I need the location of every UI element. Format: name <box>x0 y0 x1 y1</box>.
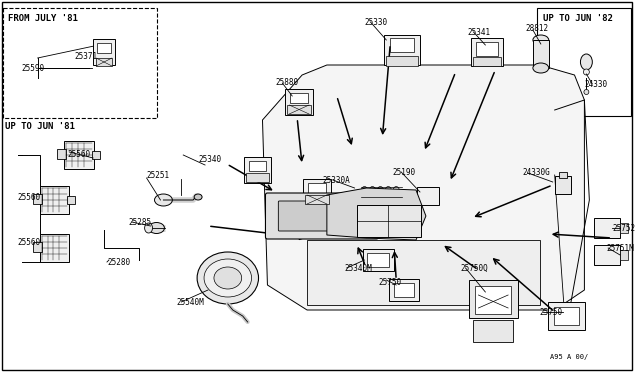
Bar <box>533 40 548 68</box>
Bar <box>96 58 112 66</box>
Ellipse shape <box>385 186 392 198</box>
Bar <box>555 176 570 194</box>
Text: 25330: 25330 <box>365 18 388 27</box>
Polygon shape <box>327 188 426 240</box>
Bar <box>474 57 501 66</box>
Bar <box>356 205 421 237</box>
Ellipse shape <box>197 252 259 304</box>
Bar <box>620 250 628 260</box>
Bar <box>285 89 313 115</box>
Ellipse shape <box>214 267 242 289</box>
Bar <box>40 186 69 214</box>
Bar <box>248 161 266 171</box>
Text: 25540M: 25540M <box>176 298 204 307</box>
Bar <box>394 283 414 297</box>
Ellipse shape <box>194 194 202 200</box>
Bar <box>389 279 419 301</box>
Bar <box>307 240 540 305</box>
Bar <box>290 93 308 103</box>
Bar <box>474 320 513 342</box>
Text: 25560: 25560 <box>18 238 41 247</box>
Text: 25750: 25750 <box>378 278 401 287</box>
Text: 25341: 25341 <box>467 28 491 37</box>
Text: UP TO JUN '82: UP TO JUN '82 <box>543 14 612 23</box>
Bar <box>476 42 498 56</box>
Text: 24330: 24330 <box>584 80 607 89</box>
Bar <box>620 223 628 233</box>
Bar <box>287 105 311 114</box>
Text: 25880: 25880 <box>275 78 298 87</box>
Bar <box>554 307 579 325</box>
Bar <box>244 157 271 183</box>
Bar <box>305 195 329 204</box>
Ellipse shape <box>154 194 172 206</box>
Bar <box>58 149 67 159</box>
Text: 25190: 25190 <box>392 168 415 177</box>
Text: 25251: 25251 <box>147 171 170 180</box>
Text: A95 A 00/: A95 A 00/ <box>550 354 588 360</box>
Text: 24330G: 24330G <box>522 168 550 177</box>
Bar <box>92 151 100 159</box>
Text: 25371: 25371 <box>74 52 97 61</box>
Bar <box>65 141 94 169</box>
Bar <box>387 56 418 66</box>
Ellipse shape <box>533 35 548 45</box>
Text: 25560: 25560 <box>67 150 90 159</box>
Bar <box>468 280 518 318</box>
Bar <box>595 218 620 238</box>
Ellipse shape <box>369 186 376 198</box>
Bar <box>93 39 115 65</box>
Bar <box>595 245 620 265</box>
Bar <box>33 242 42 252</box>
Text: 25340: 25340 <box>198 155 221 164</box>
Bar <box>367 253 389 267</box>
Ellipse shape <box>584 90 589 94</box>
Text: 25285: 25285 <box>129 218 152 227</box>
Polygon shape <box>262 65 584 310</box>
FancyBboxPatch shape <box>278 201 365 231</box>
Ellipse shape <box>145 223 152 233</box>
Bar <box>303 179 331 205</box>
Text: UP TO JUN '81: UP TO JUN '81 <box>5 122 75 131</box>
Text: 25330A: 25330A <box>323 176 351 185</box>
Bar <box>246 173 269 182</box>
Text: 25340M: 25340M <box>345 264 372 273</box>
Text: FROM JULY '81: FROM JULY '81 <box>8 14 78 23</box>
Text: 25750Q: 25750Q <box>461 264 488 273</box>
FancyBboxPatch shape <box>266 193 378 239</box>
Text: 28812: 28812 <box>525 24 548 33</box>
Text: 25560: 25560 <box>18 193 41 202</box>
Bar <box>390 38 414 52</box>
Ellipse shape <box>204 259 252 297</box>
Bar <box>33 194 42 204</box>
Text: 25750: 25750 <box>540 308 563 317</box>
Bar <box>97 43 111 53</box>
Ellipse shape <box>148 222 164 234</box>
Ellipse shape <box>584 69 589 75</box>
Bar <box>67 196 76 204</box>
Bar <box>40 234 69 262</box>
Text: 25752: 25752 <box>612 224 636 233</box>
Text: 25590: 25590 <box>22 64 45 73</box>
Bar <box>384 35 420 65</box>
Ellipse shape <box>361 186 368 198</box>
Bar <box>308 183 326 193</box>
Ellipse shape <box>580 54 593 70</box>
Bar <box>362 249 394 271</box>
Bar <box>548 302 586 330</box>
Ellipse shape <box>393 186 399 198</box>
Bar <box>559 172 566 178</box>
Ellipse shape <box>377 186 384 198</box>
Bar <box>537 8 631 116</box>
Bar <box>476 286 511 314</box>
Text: 25751M: 25751M <box>606 244 634 253</box>
Ellipse shape <box>533 63 548 73</box>
Bar <box>3 8 157 118</box>
Bar <box>472 38 503 66</box>
Text: 25280: 25280 <box>107 258 130 267</box>
Bar <box>417 187 439 205</box>
